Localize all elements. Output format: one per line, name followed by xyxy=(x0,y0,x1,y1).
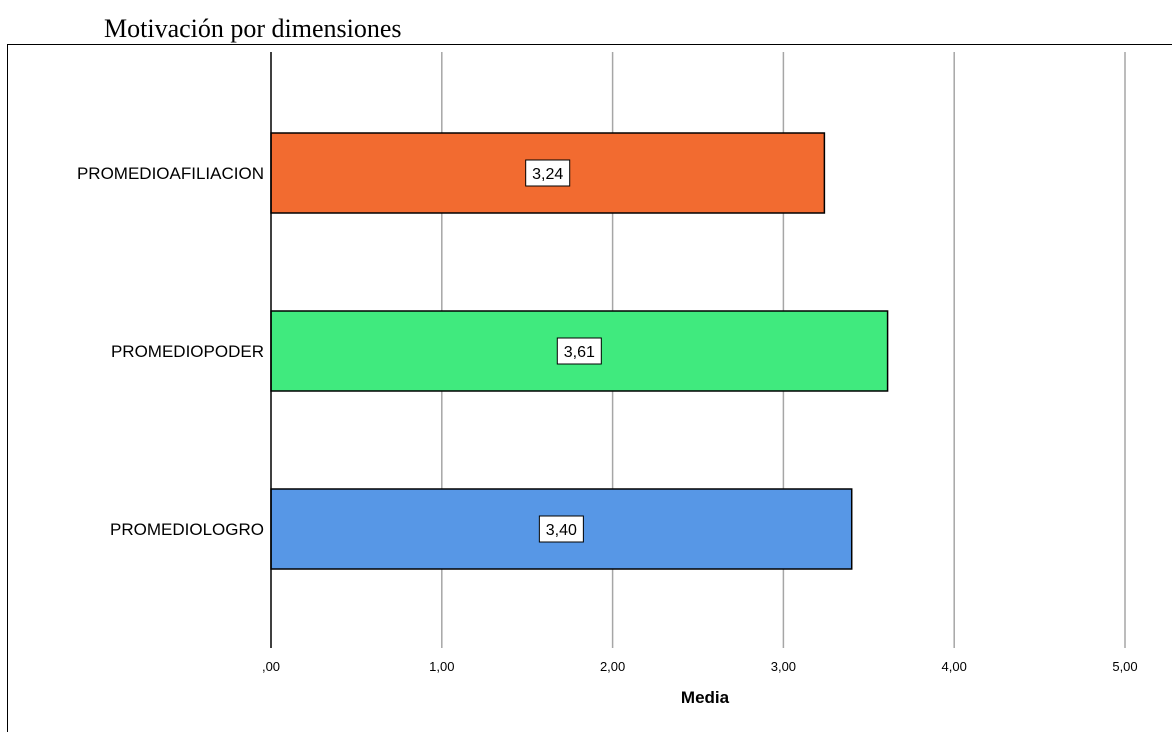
x-tick-label-0: ,00 xyxy=(262,659,280,674)
x-tick-label-4: 4,00 xyxy=(942,659,967,674)
x-tick-label-1: 1,00 xyxy=(429,659,454,674)
category-label-2: PROMEDIOLOGRO xyxy=(110,520,264,539)
value-label-0: 3,24 xyxy=(532,166,563,183)
x-tick-label-2: 2,00 xyxy=(600,659,625,674)
value-label-box-1 xyxy=(556,337,602,365)
category-label-1: PROMEDIOPODER xyxy=(111,342,264,361)
x-axis-title: Media xyxy=(681,688,730,707)
x-tick-label-5: 5,00 xyxy=(1112,659,1137,674)
value-label-box-2 xyxy=(538,515,584,543)
category-label-0: PROMEDIOAFILIACION xyxy=(77,164,264,183)
value-label-2: 3,40 xyxy=(546,522,577,539)
value-label-1: 3,61 xyxy=(564,344,595,361)
x-tick-label-3: 3,00 xyxy=(771,659,796,674)
chart-frame xyxy=(7,44,1172,732)
value-label-box-0 xyxy=(525,159,571,187)
axes: ,00 1,00 2,00 3,00 4,00 5,00 Media xyxy=(262,52,1138,707)
chart-title: Motivación por dimensiones xyxy=(104,14,402,43)
labels: PROMEDIOAFILIACION 3,24 PROMEDIOPODER 3,61 P… xyxy=(77,159,602,543)
